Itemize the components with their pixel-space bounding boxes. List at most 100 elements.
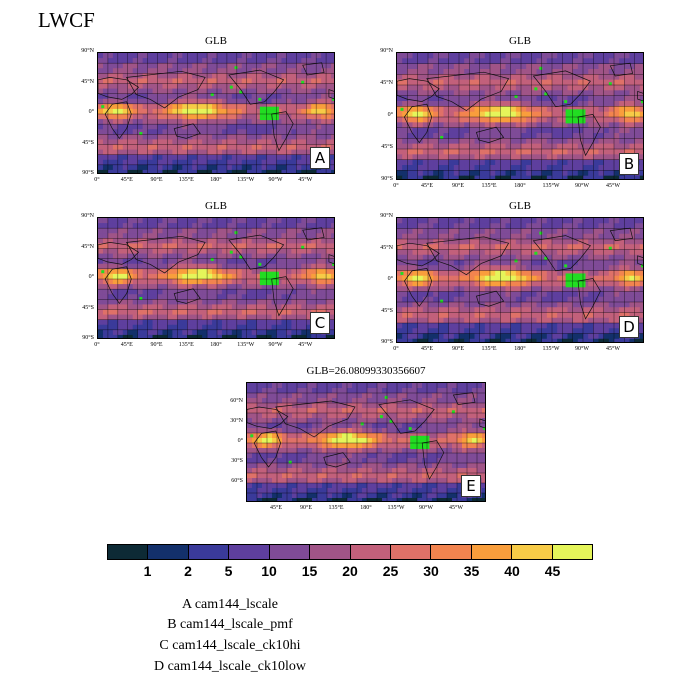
highlight-marker <box>514 259 518 263</box>
heat-cell <box>187 144 193 151</box>
heat-cell <box>272 383 278 389</box>
heat-cell <box>490 154 496 161</box>
heat-cell <box>459 133 465 139</box>
heat-cell <box>102 68 109 74</box>
heat-cell <box>484 138 491 145</box>
heat-cell <box>217 334 223 338</box>
heat-cell <box>122 68 129 74</box>
heat-cell <box>457 388 463 394</box>
heat-cell <box>412 133 419 139</box>
heat-cell <box>593 143 600 150</box>
heat-cell <box>281 319 288 326</box>
heat-cell <box>428 270 434 277</box>
heat-cell <box>417 312 424 319</box>
heat-cell <box>306 314 312 321</box>
heat-cell <box>531 338 538 342</box>
heat-cell <box>281 263 288 270</box>
heat-cell <box>567 90 574 97</box>
heat-cell <box>474 85 481 91</box>
heat-cell <box>619 239 625 245</box>
heat-cell <box>453 338 460 342</box>
heat-cell <box>316 238 322 245</box>
heat-cell <box>634 286 641 293</box>
heat-cell <box>217 299 223 306</box>
heat-cell <box>187 263 193 270</box>
heat-cell <box>531 302 538 308</box>
heat-cell <box>583 270 589 277</box>
heat-cell <box>321 93 327 100</box>
heat-cell <box>598 254 605 261</box>
heat-cell <box>122 164 129 171</box>
heat-cell <box>102 334 109 338</box>
heat-cell <box>296 63 302 69</box>
heat-cell <box>474 286 481 293</box>
heat-cell <box>231 53 238 59</box>
heat-cell <box>187 319 193 326</box>
heat-cell <box>407 249 414 256</box>
heat-cell <box>296 149 302 156</box>
heat-cell <box>433 249 439 256</box>
heat-cell <box>281 223 288 229</box>
heat-cell <box>266 304 273 311</box>
heat-cell <box>182 304 188 311</box>
heat-cell <box>397 101 403 107</box>
heat-cell <box>428 307 434 314</box>
heat-cell <box>147 58 154 64</box>
heat-cell <box>422 383 428 389</box>
heat-cell <box>495 149 501 155</box>
heat-cell <box>331 149 334 156</box>
heat-cell <box>157 314 164 321</box>
heat-cell <box>107 218 114 224</box>
heat-cell <box>271 78 278 85</box>
heat-cell <box>331 294 334 300</box>
heat-cell <box>326 238 332 245</box>
heat-cell <box>162 103 169 110</box>
heat-cell <box>629 270 636 277</box>
heat-cell <box>256 73 263 80</box>
heat-cell <box>256 279 263 285</box>
heat-cell <box>137 88 144 95</box>
heat-cell <box>546 228 553 235</box>
heat-cell <box>572 228 579 235</box>
heat-cell <box>197 124 203 130</box>
heat-cell <box>102 248 109 255</box>
heat-cell <box>495 159 501 166</box>
heat-cell <box>142 284 149 290</box>
heat-cell <box>271 228 278 234</box>
heat-cell <box>112 279 119 285</box>
heat-cell <box>296 319 302 326</box>
heat-cell <box>583 138 589 145</box>
heat-cell <box>187 154 193 161</box>
heat-cell <box>448 111 455 118</box>
heat-cell <box>192 233 198 239</box>
heat-cell <box>639 223 643 230</box>
heat-cell <box>172 169 178 173</box>
heat-cell <box>281 103 288 110</box>
heat-cell <box>102 63 109 69</box>
heat-cell <box>598 53 605 59</box>
heat-cell <box>495 69 501 75</box>
heat-cell <box>464 265 470 272</box>
heat-cell <box>187 139 193 146</box>
heat-cell <box>236 223 243 229</box>
heat-cell <box>562 333 569 340</box>
heat-cell <box>291 253 297 260</box>
heat-cell <box>127 68 134 74</box>
heat-cell <box>624 117 631 123</box>
heat-cell <box>624 133 631 139</box>
heat-cell <box>107 139 114 146</box>
heat-cell <box>142 83 149 90</box>
heat-cell <box>261 139 268 146</box>
heat-cell <box>577 270 584 277</box>
heat-cell <box>177 243 183 250</box>
heat-cell <box>536 281 543 287</box>
heat-cell <box>428 127 434 134</box>
heat-cell <box>256 289 263 295</box>
heat-cell <box>261 129 268 135</box>
heat-cell <box>464 143 470 150</box>
heat-cell <box>147 63 154 69</box>
heat-cell <box>98 58 104 64</box>
heat-cell <box>197 53 203 59</box>
heat-cell <box>490 53 496 59</box>
heat-cell <box>521 323 527 329</box>
